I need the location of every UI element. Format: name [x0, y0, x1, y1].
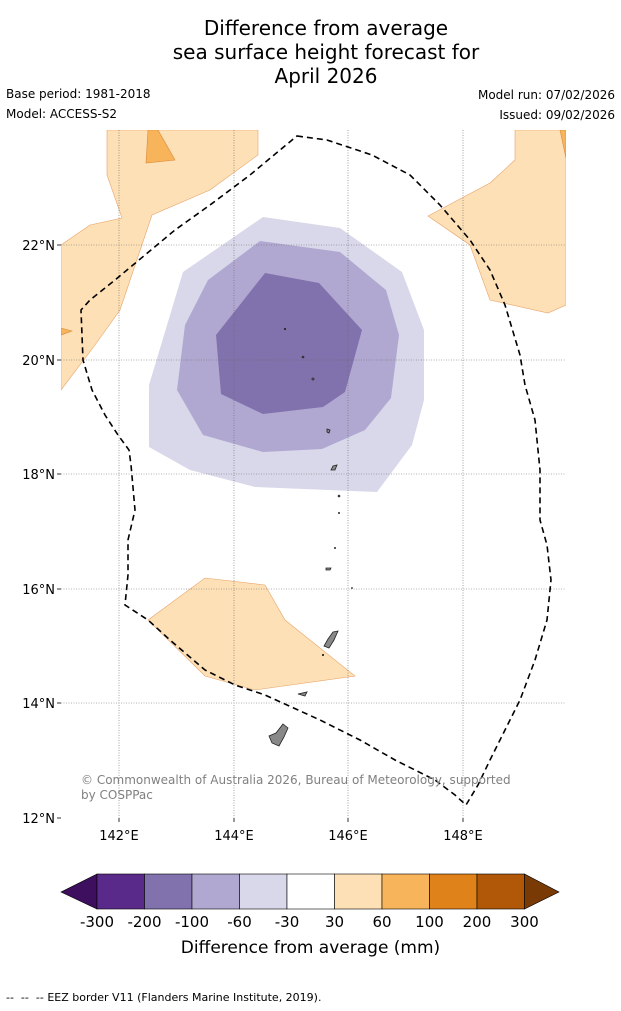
map-gridlines — [61, 130, 566, 818]
colorbar-segment — [96, 873, 145, 910]
model-run-text: Model run: 07/02/2026 — [477, 88, 615, 102]
title-line-1: Difference from average — [203, 16, 449, 40]
colorbar-segment — [191, 873, 240, 910]
lat-labels: 22°N 20°N 18°N 16°N 14°N 12°N — [22, 239, 55, 827]
lat-label: 14°N — [22, 697, 55, 712]
lon-label: 142°E — [99, 829, 139, 844]
lon-labels: 142°E 144°E 146°E 148°E — [99, 829, 483, 844]
colorbar-segment — [429, 873, 478, 910]
colorbar-tick-label: -300 — [80, 913, 114, 931]
island-guam — [268, 723, 289, 747]
island-fdp — [283, 327, 287, 331]
map-plot-area — [61, 130, 566, 818]
lat-label: 16°N — [22, 583, 55, 598]
colorbar-segment — [144, 873, 193, 910]
colorbar-tick-label: 200 — [463, 913, 492, 931]
island-maug — [301, 355, 305, 359]
island-small-1 — [337, 494, 341, 498]
colorbar-extend-low — [60, 873, 98, 910]
colorbar-tick-label: 300 — [510, 913, 539, 931]
copyright-line-1: © Commonwealth of Australia 2026, Bureau… — [81, 773, 511, 787]
colorbar — [60, 873, 560, 910]
island-pagan — [330, 464, 338, 471]
colorbar-segment — [286, 873, 335, 910]
title-line-3: April 2026 — [274, 64, 378, 88]
anomaly-region-positive-nw — [61, 130, 259, 391]
island-anatahan — [325, 567, 332, 571]
colorbar-tick-label: 60 — [372, 913, 391, 931]
model-text: Model: ACCESS-S2 — [6, 107, 118, 121]
copyright-line-2: by COSPPac — [81, 788, 153, 802]
anomaly-region-30to60-ne — [559, 130, 566, 159]
colorbar-tick-label: -30 — [275, 913, 300, 931]
eez-legend-text: EEZ border V11 (Flanders Marine Institut… — [47, 991, 322, 1004]
eez-border — [80, 135, 552, 807]
island-agrihan — [326, 428, 331, 434]
lon-label: 146°E — [328, 829, 368, 844]
base-period-text: Base period: 1981-2018 — [6, 87, 151, 101]
island-rota — [297, 691, 308, 697]
eez-legend: -- -- -- EEZ border V11 (Flanders Marine… — [6, 991, 321, 1004]
chart-title: Difference from average sea surface heig… — [0, 16, 621, 88]
anomaly-region-positive-south — [147, 577, 356, 691]
island-small-4 — [351, 587, 353, 589]
axis-ticks — [57, 244, 464, 822]
title-line-2: sea surface height forecast for — [172, 40, 480, 64]
eez-legend-dash-icon: -- -- -- — [6, 991, 48, 1004]
anomaly-region-minus100 — [216, 273, 362, 414]
colorbar-ticks: -300 -200 -100 -60 -30 30 60 100 200 300 — [80, 913, 539, 931]
island-small-3 — [333, 547, 336, 550]
anomaly-region-positive-west-edge — [61, 327, 73, 336]
anomaly-region-positive-ne — [427, 130, 566, 314]
lon-label: 148°E — [443, 829, 483, 844]
colorbar-label: Difference from average (mm) — [180, 938, 441, 958]
islands — [268, 327, 353, 747]
lat-label: 20°N — [22, 354, 55, 369]
colorbar-tick-label: -100 — [175, 913, 209, 931]
colorbar-segment — [476, 873, 525, 910]
colorbar-tick-label: -60 — [227, 913, 252, 931]
island-small-2 — [337, 512, 340, 515]
colorbar-tick-label: 100 — [415, 913, 444, 931]
island-small-5 — [321, 653, 325, 657]
colorbar-tick-label: 30 — [325, 913, 344, 931]
lat-label: 12°N — [22, 812, 55, 827]
issued-text: Issued: 09/02/2026 — [499, 108, 615, 122]
colorbar-segment — [381, 873, 430, 910]
island-asuncion — [311, 377, 315, 381]
colorbar-tick-label: -200 — [127, 913, 161, 931]
colorbar-extend-high — [524, 873, 560, 910]
lon-label: 144°E — [214, 829, 254, 844]
copyright-notice: © Commonwealth of Australia 2026, Bureau… — [81, 773, 511, 802]
colorbar-segment — [334, 873, 383, 910]
anomaly-region-30to60-nw — [145, 130, 176, 164]
island-saipan — [323, 630, 339, 649]
lat-label: 18°N — [22, 468, 55, 483]
colorbar-segment — [239, 873, 288, 910]
lat-label: 22°N — [22, 239, 55, 254]
